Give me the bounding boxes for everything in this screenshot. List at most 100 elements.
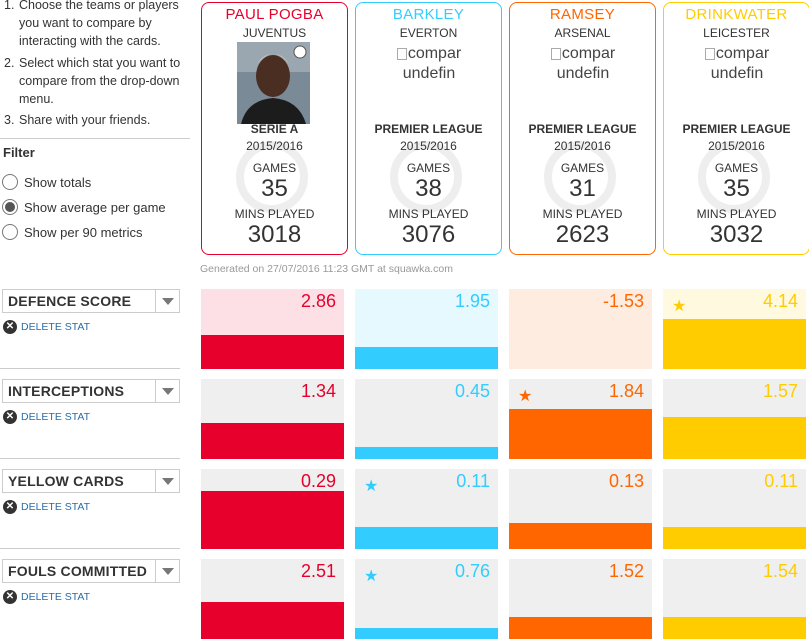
season: 2015/2016 xyxy=(246,139,303,153)
stat-dropdown[interactable]: YELLOW CARDS xyxy=(2,469,180,493)
player-card[interactable]: BARKLEY EVERTON compar undefin PREMIER LEAG… xyxy=(355,2,502,255)
team-name: ARSENAL xyxy=(554,26,611,40)
instruction-number: 3. xyxy=(4,113,15,127)
mins-label: MINS PLAYED xyxy=(388,207,469,221)
radio-button[interactable] xyxy=(2,224,18,240)
stat-bar xyxy=(509,616,652,639)
delete-stat-label: DELETE STAT xyxy=(21,501,91,513)
league-name: SERIE A xyxy=(250,122,299,136)
chevron-down-icon[interactable] xyxy=(155,560,179,582)
player-card[interactable]: PAUL POGBA JUVENTUS SERIE A 2015/2016 GAMES 3… xyxy=(201,2,348,255)
chevron-down-icon[interactable] xyxy=(155,290,179,312)
stat-value: 1.52 xyxy=(608,561,644,581)
stat-value: 1.57 xyxy=(762,381,798,401)
player-name: PAUL POGBA xyxy=(225,6,324,23)
star-icon: ★ xyxy=(518,388,533,405)
player-card[interactable]: DRINKWATER LEICESTER compar undefin PREMIER… xyxy=(663,2,809,255)
games-ring xyxy=(236,141,308,213)
games-value: 31 xyxy=(569,175,596,202)
games-label: GAMES xyxy=(406,161,451,175)
broken-image-alt: compar undefin xyxy=(710,45,770,82)
star-icon: ★ xyxy=(364,478,379,495)
stat-value: 0.11 xyxy=(764,471,798,491)
games-value: 35 xyxy=(723,175,750,202)
games-ring xyxy=(698,141,770,213)
stat-cell: 0.29 xyxy=(201,469,344,549)
stat-dropdown[interactable]: INTERCEPTIONS xyxy=(2,379,180,403)
close-icon[interactable]: ✕ xyxy=(3,590,17,604)
player-name: BARKLEY xyxy=(392,6,465,23)
radio-button[interactable] xyxy=(2,199,18,215)
broken-image: compar undefin xyxy=(700,44,774,90)
instruction-text: Select which stat you want to compare fr… xyxy=(19,56,181,106)
mins-value: 3018 xyxy=(247,221,302,248)
team-name: JUVENTUS xyxy=(242,26,307,40)
filter-option[interactable]: Show per 90 metrics xyxy=(2,224,143,240)
team-name: EVERTON xyxy=(399,26,458,40)
delete-stat-label: DELETE STAT xyxy=(21,321,91,333)
stat-value: 1.95 xyxy=(454,291,490,311)
row-divider xyxy=(0,368,180,369)
stat-cell: 1.52 xyxy=(509,559,652,639)
player-card[interactable]: RAMSEY ARSENAL compar undefin PREMIER LEAGU… xyxy=(509,2,656,255)
stat-bar xyxy=(509,408,652,459)
delete-stat-button[interactable]: ✕ DELETE STAT xyxy=(3,410,90,424)
mins-value: 2623 xyxy=(555,221,610,248)
delete-stat-button[interactable]: ✕ DELETE STAT xyxy=(3,500,90,514)
league-name: PREMIER LEAGUE xyxy=(682,122,791,136)
games-ring xyxy=(390,141,462,213)
league-name: PREMIER LEAGUE xyxy=(528,122,637,136)
stat-bar xyxy=(201,335,344,369)
stat-value: 0.29 xyxy=(300,471,336,491)
stat-bar xyxy=(201,491,344,549)
season: 2015/2016 xyxy=(708,139,765,153)
stat-bar xyxy=(663,416,806,459)
stat-value: 0.11 xyxy=(456,471,490,491)
filter-option-label: Show totals xyxy=(24,174,92,190)
stat-cell: 2.51 xyxy=(201,559,344,639)
filter-option[interactable]: Show totals xyxy=(2,174,91,190)
stat-cell: 0.76 ★ xyxy=(355,559,498,639)
stat-value: 0.76 xyxy=(454,561,490,581)
stat-cell: 0.45 xyxy=(355,379,498,459)
games-ring xyxy=(544,141,616,213)
broken-image-alt: compar undefin xyxy=(556,45,616,82)
player-photo xyxy=(237,42,310,124)
stat-dropdown[interactable]: FOULS COMMITTED xyxy=(2,559,180,583)
chevron-down-icon[interactable] xyxy=(155,470,179,492)
delete-stat-label: DELETE STAT xyxy=(21,591,91,603)
broken-image: compar undefin xyxy=(392,44,466,90)
stat-cell: 0.13 xyxy=(509,469,652,549)
instruction-number: 1. xyxy=(4,0,15,12)
league-name: PREMIER LEAGUE xyxy=(374,122,483,136)
stat-dropdown-label: FOULS COMMITTED xyxy=(8,563,148,579)
divider xyxy=(0,138,190,139)
close-icon[interactable]: ✕ xyxy=(3,410,17,424)
stat-cell: 2.86 xyxy=(201,289,344,369)
star-icon: ★ xyxy=(364,568,379,585)
stat-cell: 1.57 xyxy=(663,379,806,459)
row-divider xyxy=(0,548,180,549)
filter-option-label: Show per 90 metrics xyxy=(24,224,143,240)
radio-button[interactable] xyxy=(2,174,18,190)
mins-label: MINS PLAYED xyxy=(696,207,777,221)
filter-option[interactable]: Show average per game xyxy=(2,199,166,215)
close-icon[interactable]: ✕ xyxy=(3,500,17,514)
stat-bar xyxy=(663,616,806,639)
stat-cell: 4.14 ★ xyxy=(663,289,806,369)
season: 2015/2016 xyxy=(400,139,457,153)
stat-dropdown[interactable]: DEFENCE SCORE xyxy=(2,289,180,313)
delete-stat-button[interactable]: ✕ DELETE STAT xyxy=(3,590,90,604)
stat-bar xyxy=(355,346,498,369)
delete-stat-button[interactable]: ✕ DELETE STAT xyxy=(3,320,90,334)
chevron-down-icon[interactable] xyxy=(155,380,179,402)
stat-bar xyxy=(355,447,498,459)
stat-value: 0.13 xyxy=(608,471,644,491)
stat-bar xyxy=(509,523,652,549)
broken-image-icon xyxy=(550,48,561,60)
stat-bar xyxy=(663,527,806,549)
close-icon[interactable]: ✕ xyxy=(3,320,17,334)
games-label: GAMES xyxy=(252,161,297,175)
stat-bar xyxy=(355,527,498,549)
broken-image-alt: compar undefin xyxy=(402,45,462,82)
